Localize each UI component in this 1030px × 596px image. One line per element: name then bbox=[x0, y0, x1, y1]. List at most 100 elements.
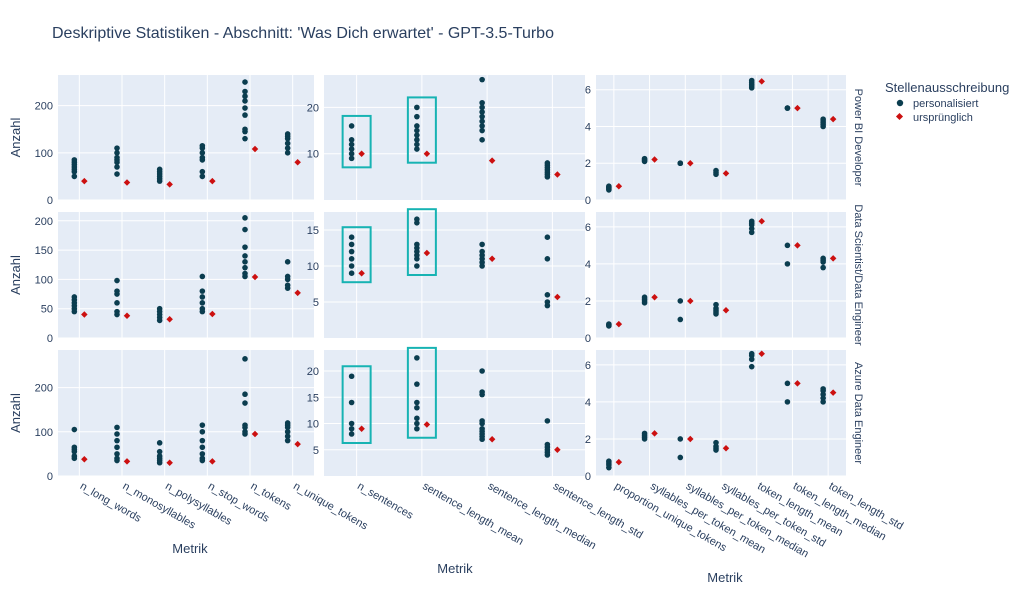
point-personalisiert bbox=[544, 441, 551, 448]
point-personalisiert bbox=[414, 399, 420, 406]
x-axis-label: Metrik bbox=[707, 570, 743, 585]
point-personalisiert bbox=[479, 368, 485, 374]
point-personalisiert bbox=[284, 437, 291, 444]
point-personalisiert bbox=[71, 444, 78, 451]
y-tick-label: 10 bbox=[307, 261, 319, 273]
point-personalisiert bbox=[284, 259, 291, 265]
point-personalisiert bbox=[284, 282, 291, 289]
point-personalisiert bbox=[71, 157, 78, 163]
point-personalisiert bbox=[677, 316, 684, 323]
y-tick-label: 4 bbox=[585, 121, 591, 133]
highlight-box-sentence-length-mean bbox=[406, 208, 437, 276]
point-personalisiert bbox=[284, 140, 291, 147]
point-personalisiert bbox=[479, 99, 485, 106]
point-personalisiert bbox=[242, 126, 248, 133]
point-personalisiert bbox=[114, 300, 120, 306]
point-personalisiert bbox=[677, 454, 684, 461]
y-tick-label: 10 bbox=[307, 419, 319, 431]
legend[interactable]: Stellenausschreibung personalisiert ursp… bbox=[885, 80, 1009, 124]
point-personalisiert bbox=[242, 264, 248, 271]
subplot-background bbox=[58, 212, 314, 338]
highlight-box-sentence-length-mean bbox=[406, 346, 437, 439]
point-personalisiert bbox=[348, 263, 355, 269]
point-personalisiert bbox=[114, 431, 120, 437]
point-urspruenglich bbox=[488, 255, 496, 263]
y-tick-label: 0 bbox=[585, 471, 591, 483]
point-urspruenglich bbox=[687, 159, 694, 167]
point-personalisiert bbox=[479, 127, 485, 134]
y-tick-label: 20 bbox=[307, 102, 319, 114]
point-personalisiert bbox=[199, 422, 206, 428]
point-personalisiert bbox=[71, 453, 78, 459]
point-personalisiert bbox=[641, 430, 648, 437]
point-personalisiert bbox=[748, 218, 755, 225]
y-tick-label: 100 bbox=[35, 148, 53, 160]
point-urspruenglich bbox=[81, 177, 88, 185]
point-personalisiert bbox=[284, 131, 291, 137]
point-personalisiert bbox=[414, 381, 420, 387]
point-urspruenglich bbox=[488, 157, 496, 164]
point-personalisiert bbox=[414, 404, 420, 411]
y-tick-label: 15 bbox=[307, 225, 319, 237]
point-personalisiert bbox=[114, 277, 120, 284]
point-personalisiert bbox=[242, 135, 248, 142]
subplot-grid: 0100200Anzahl050100150200Anzahl0100200An… bbox=[8, 75, 905, 585]
legend-item-urspruenglich[interactable]: ursprünglich bbox=[895, 112, 973, 124]
highlight-box-n-sentences bbox=[341, 114, 372, 169]
point-urspruenglich bbox=[651, 430, 658, 437]
point-personalisiert bbox=[199, 451, 206, 457]
point-personalisiert bbox=[414, 123, 420, 129]
point-personalisiert bbox=[348, 420, 355, 427]
point-personalisiert bbox=[156, 305, 163, 312]
legend-item-personalisiert[interactable]: personalisiert bbox=[896, 98, 979, 110]
point-personalisiert bbox=[199, 437, 206, 444]
point-urspruenglich bbox=[829, 255, 837, 262]
point-urspruenglich bbox=[423, 249, 431, 257]
point-personalisiert bbox=[199, 173, 206, 180]
point-personalisiert bbox=[114, 437, 120, 444]
point-personalisiert bbox=[199, 150, 206, 156]
point-urspruenglich bbox=[358, 150, 365, 157]
point-urspruenglich bbox=[554, 171, 561, 178]
point-personalisiert bbox=[71, 173, 78, 180]
point-urspruenglich bbox=[722, 444, 730, 452]
subplot-background bbox=[324, 75, 585, 200]
point-urspruenglich bbox=[554, 293, 561, 301]
legend-marker-urspruenglich bbox=[895, 112, 904, 121]
point-urspruenglich bbox=[123, 179, 131, 186]
point-personalisiert bbox=[479, 118, 485, 125]
point-personalisiert bbox=[242, 422, 248, 428]
point-personalisiert bbox=[199, 288, 206, 294]
point-urspruenglich bbox=[722, 306, 730, 314]
y-tick-label: 2 bbox=[585, 158, 591, 170]
x-axis-label: Metrik bbox=[437, 561, 473, 576]
point-personalisiert bbox=[348, 234, 355, 240]
point-personalisiert bbox=[284, 145, 291, 151]
point-personalisiert bbox=[479, 109, 485, 115]
point-urspruenglich bbox=[81, 311, 88, 318]
point-urspruenglich bbox=[687, 435, 694, 443]
point-personalisiert bbox=[114, 171, 120, 177]
point-personalisiert bbox=[114, 451, 120, 457]
point-urspruenglich bbox=[166, 181, 173, 188]
point-personalisiert bbox=[544, 234, 551, 240]
point-personalisiert bbox=[414, 141, 420, 148]
point-personalisiert bbox=[414, 415, 420, 422]
point-urspruenglich bbox=[651, 293, 658, 301]
y-tick-label: 5 bbox=[313, 297, 319, 309]
point-personalisiert bbox=[242, 270, 248, 277]
point-personalisiert bbox=[348, 150, 355, 157]
point-personalisiert bbox=[348, 270, 355, 277]
point-personalisiert bbox=[414, 216, 420, 222]
point-personalisiert bbox=[242, 259, 248, 265]
point-personalisiert bbox=[348, 399, 355, 406]
point-personalisiert bbox=[748, 350, 755, 357]
point-personalisiert bbox=[348, 425, 355, 432]
point-personalisiert bbox=[479, 418, 485, 424]
point-urspruenglich bbox=[829, 389, 837, 396]
y-tick-label: 0 bbox=[47, 471, 53, 483]
point-urspruenglich bbox=[294, 289, 301, 297]
point-personalisiert bbox=[156, 453, 163, 459]
point-urspruenglich bbox=[123, 458, 131, 465]
y-tick-label: 0 bbox=[47, 333, 53, 345]
